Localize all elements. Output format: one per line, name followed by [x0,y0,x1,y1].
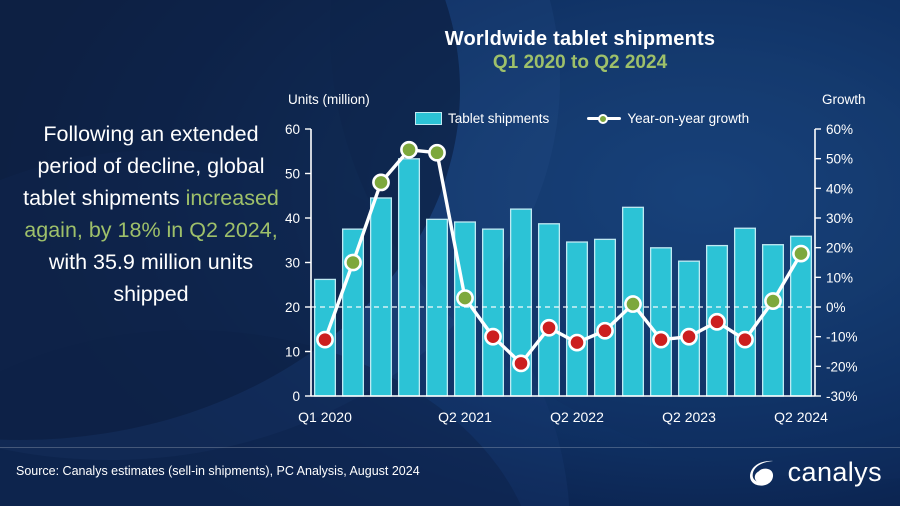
bar [425,218,449,397]
svg-text:Q2 2024: Q2 2024 [774,409,828,425]
svg-text:0: 0 [292,389,300,404]
svg-text:30: 30 [285,256,300,271]
canalys-wordmark: canalys [787,456,882,487]
svg-text:30%: 30% [826,211,853,226]
svg-text:60%: 60% [826,122,853,137]
footer-divider [0,447,900,448]
bar [761,244,785,397]
svg-text:40%: 40% [826,181,853,196]
growth-line [323,148,803,366]
chart-title: Worldwide tablet shipments [444,28,716,50]
legend-item-bars: Tablet shipments [415,111,549,126]
growth-marker [456,289,474,307]
bar-swatch-icon [415,112,442,125]
narrative-segment-1: Following an extended period of decline,… [23,122,265,210]
canalys-mark-icon [745,455,779,489]
legend-label-bars: Tablet shipments [448,111,550,126]
growth-marker [400,140,418,159]
source-note: Source: Canalys estimates (sell-in shipm… [16,464,420,478]
legend-item-line: Year-on-year growth [587,111,749,126]
growth-marker [540,318,558,337]
growth-marker [792,244,810,263]
bar [481,228,505,397]
right-axis-caption: Growth [822,92,866,107]
growth-marker [624,295,642,313]
bar [593,238,617,397]
growth-marker [428,143,446,162]
growth-marker [652,330,670,349]
svg-text:20: 20 [285,300,300,315]
growth-marker [316,330,334,349]
svg-text:Q2 2021: Q2 2021 [438,409,492,425]
chart-legend: Tablet shipments Year-on-year growth [415,111,749,126]
svg-text:50: 50 [285,167,300,182]
canalys-logo: canalys [745,455,882,489]
bar [537,223,561,397]
chart-subtitle: Q1 2020 to Q2 2024 [492,52,668,73]
narrative-segment-3: with 35.9 million units shipped [48,250,254,306]
bar [397,158,421,397]
growth-marker [344,253,362,272]
bar [369,197,393,397]
svg-text:-10%: -10% [826,330,858,345]
growth-marker [680,327,698,346]
svg-text:-30%: -30% [826,389,858,404]
bar [565,241,589,397]
growth-marker [764,292,782,310]
growth-marker [484,327,502,346]
growth-marker [512,354,530,373]
svg-text:-20%: -20% [826,359,858,374]
growth-marker [596,321,614,340]
left-axis-caption: Units (million) [288,92,370,107]
svg-text:10%: 10% [826,270,853,285]
narrative-highlight: increased again, by 18% in Q2 2024, [24,186,279,242]
svg-text:Q2 2022: Q2 2022 [550,409,604,425]
svg-text:Q1 2020: Q1 2020 [298,409,352,425]
growth-marker [372,173,390,192]
svg-text:20%: 20% [826,241,853,256]
growth-marker [708,312,726,331]
svg-text:50%: 50% [826,152,853,167]
growth-marker [568,333,586,352]
bar [733,227,757,397]
growth-marker [736,330,754,349]
svg-text:10: 10 [285,345,300,360]
narrative-text: Following an extended period of decline,… [18,118,284,310]
svg-text:Q2 2023: Q2 2023 [662,409,716,425]
svg-text:60: 60 [285,122,300,137]
legend-label-line: Year-on-year growth [627,111,750,126]
line-marker-icon [587,112,622,125]
svg-text:40: 40 [285,211,300,226]
svg-text:0%: 0% [826,300,846,315]
bar [649,247,673,397]
